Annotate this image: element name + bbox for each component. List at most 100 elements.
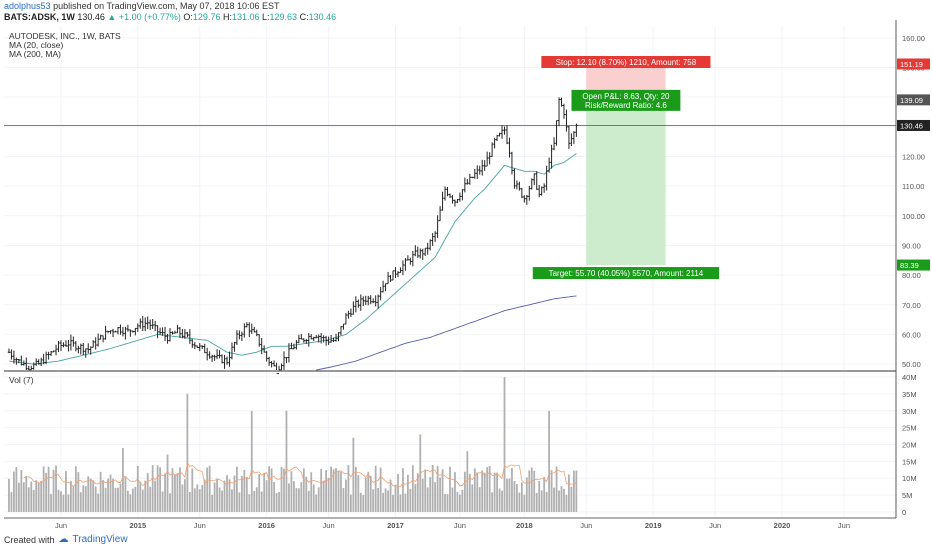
- volume-bar: [560, 486, 563, 512]
- volume-bar: [293, 481, 295, 512]
- volume-bar: [461, 489, 464, 512]
- ohlc-bar: [300, 334, 303, 340]
- price-tick-label: 100.00: [902, 212, 925, 221]
- volume-bar: [575, 470, 578, 512]
- ohlc-bar: [436, 215, 439, 239]
- ohlc-bar: [243, 323, 246, 338]
- chart-canvas[interactable]: 50.00 60.00 70.00 80.00 90.00 100.00 110.00 120…: [0, 0, 932, 534]
- ohlc-bar: [176, 324, 179, 334]
- volume-bars: [8, 377, 578, 512]
- ohlc-bar: [74, 340, 78, 352]
- close-label: C:: [299, 12, 309, 22]
- volume-bar: [265, 480, 268, 512]
- ohlc-bar: [201, 345, 204, 350]
- ohlc-bar: [101, 335, 105, 343]
- ohlc-bar: [111, 328, 115, 338]
- ohlc-bar: [265, 351, 268, 362]
- volume-bar: [52, 469, 55, 512]
- ohlc-bar: [428, 239, 432, 251]
- volume-bar: [208, 465, 211, 512]
- time-tick-label: 2019: [645, 521, 662, 530]
- volume-tick-label: 25M: [902, 424, 917, 433]
- ohlc-bar: [572, 131, 576, 145]
- volume-bar: [444, 494, 446, 512]
- ohlc-bar: [151, 318, 154, 329]
- ohlc-bar: [349, 308, 353, 317]
- ohlc-bar: [389, 274, 392, 282]
- volume-bar: [327, 477, 330, 512]
- ohlc-bar: [523, 195, 526, 203]
- high-label: H:: [222, 12, 232, 22]
- volume-bar: [565, 494, 568, 512]
- legend-volume[interactable]: Vol (7): [9, 375, 34, 385]
- open-label: O:: [183, 12, 193, 22]
- volume-bar: [374, 465, 377, 512]
- ohlc-bar: [260, 338, 263, 355]
- ohlc-bar: [119, 324, 122, 335]
- volume-bar: [533, 470, 536, 512]
- ohlc-bar: [124, 326, 127, 340]
- volume-bar: [223, 480, 226, 512]
- ohlc-bar: [550, 144, 553, 169]
- volume-bar: [488, 466, 491, 512]
- price-tick-label: 120.00: [902, 152, 925, 161]
- legend-ma200[interactable]: MA (200, MA): [9, 49, 61, 59]
- volume-bar: [87, 476, 90, 512]
- ohlc-bar: [114, 330, 117, 333]
- volume-bar: [421, 478, 424, 512]
- volume-bar: [166, 454, 169, 512]
- time-tick-label: Jun: [323, 521, 335, 530]
- volume-bar: [171, 468, 174, 512]
- ohlc-bar: [295, 339, 298, 350]
- ohlc-bar: [329, 334, 333, 343]
- volume-bar: [107, 478, 109, 512]
- volume-bar: [568, 474, 570, 512]
- time-tick-label: 2015: [129, 521, 146, 530]
- ohlc-bar: [280, 363, 283, 371]
- ohlc-bar: [218, 350, 221, 359]
- ohlc-bar: [35, 358, 38, 366]
- ohlc-bar: [535, 171, 538, 190]
- volume-bar: [399, 494, 402, 512]
- ohlc-bar: [163, 326, 167, 342]
- ohlc-bar: [538, 185, 541, 198]
- volume-bar: [92, 480, 95, 512]
- ohlc-bar: [39, 357, 43, 367]
- ohlc-bar: [312, 336, 315, 341]
- legend-ma20[interactable]: MA (20, close): [9, 40, 63, 50]
- volume-bar: [414, 483, 417, 512]
- ohlc-bar: [270, 361, 273, 368]
- ohlc-bar: [545, 165, 548, 191]
- ohlc-bar: [367, 295, 370, 306]
- volume-bar: [179, 467, 181, 512]
- ohlc-bar: [250, 323, 253, 334]
- ohlc-bar: [513, 168, 516, 189]
- volume-bar: [288, 483, 290, 512]
- author-link[interactable]: adolphus53: [4, 1, 51, 11]
- volume-bar: [332, 469, 335, 512]
- volume-bar: [513, 480, 516, 512]
- time-tick-label: 2020: [774, 521, 791, 530]
- ohlc-bar: [478, 165, 481, 175]
- volume-bar: [310, 472, 313, 512]
- ohlc-bar: [384, 283, 387, 292]
- ohlc-bar: [490, 142, 494, 157]
- volume-bar: [60, 491, 62, 512]
- volume-bar: [349, 494, 352, 512]
- tradingview-brand[interactable]: TradingView: [72, 534, 128, 545]
- volume-bar: [337, 470, 340, 512]
- volume-bar: [384, 488, 387, 512]
- ohlc-bar: [272, 360, 276, 367]
- volume-bar: [280, 467, 283, 512]
- ohlc-bar: [233, 341, 236, 352]
- price-tick-label: 160.00: [902, 34, 925, 43]
- volume-bar: [268, 466, 271, 512]
- ohlc-bar: [126, 324, 130, 332]
- volume-bar: [42, 466, 45, 512]
- volume-bar: [406, 474, 409, 512]
- volume-bar: [555, 466, 558, 512]
- ohlc-bar: [158, 327, 162, 336]
- volume-bar: [109, 474, 112, 512]
- volume-bar: [518, 492, 521, 512]
- price-tick-label: 70.00: [902, 301, 921, 310]
